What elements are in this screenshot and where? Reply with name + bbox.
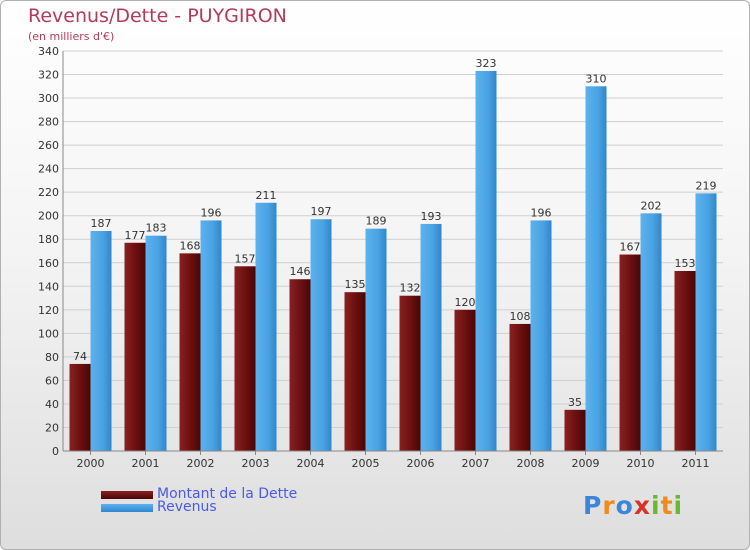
x-tick-label: 2010 xyxy=(627,457,655,470)
data-label-revenus: 310 xyxy=(586,72,607,85)
data-label-revenus: 189 xyxy=(366,215,387,228)
data-label-revenus: 187 xyxy=(91,217,112,230)
data-label-dette: 168 xyxy=(180,239,201,252)
data-label-revenus: 193 xyxy=(421,210,442,223)
bar-dette-2009 xyxy=(564,409,586,451)
x-tick-label: 2003 xyxy=(242,457,270,470)
y-tick-label: 220 xyxy=(38,186,59,199)
y-tick-label: 240 xyxy=(38,163,59,176)
legend-label-revenus: Revenus xyxy=(157,499,217,515)
data-label-revenus: 197 xyxy=(311,205,332,218)
bar-dette-2008 xyxy=(509,323,531,451)
bar-revenus-2003 xyxy=(255,202,277,451)
y-tick-label: 20 xyxy=(45,421,59,434)
y-tick-label: 40 xyxy=(45,398,59,411)
y-tick-label: 280 xyxy=(38,116,59,129)
data-label-dette: 132 xyxy=(400,282,421,295)
data-label-dette: 108 xyxy=(510,310,531,323)
x-tick-label: 2001 xyxy=(132,457,160,470)
bar-revenus-2007 xyxy=(475,71,497,451)
y-tick-label: 120 xyxy=(38,304,59,317)
legend-swatch-dette xyxy=(101,491,153,499)
y-tick-label: 200 xyxy=(38,210,59,223)
y-tick-label: 320 xyxy=(38,69,59,82)
x-tick-label: 2005 xyxy=(352,457,380,470)
y-tick-label: 300 xyxy=(38,92,59,105)
bar-dette-2006 xyxy=(399,295,421,451)
bar-dette-2002 xyxy=(179,253,201,451)
x-tick-label: 2009 xyxy=(572,457,600,470)
chart-subtitle: (en milliers d'€) xyxy=(28,30,115,43)
y-tick-label: 0 xyxy=(52,445,59,458)
data-label-revenus: 323 xyxy=(476,57,497,70)
data-label-dette: 157 xyxy=(235,252,256,265)
data-label-dette: 146 xyxy=(290,265,311,278)
bar-revenus-2000 xyxy=(90,231,112,451)
bar-revenus-2006 xyxy=(420,223,442,451)
data-label-revenus: 211 xyxy=(256,189,277,202)
bar-dette-2001 xyxy=(124,242,146,451)
bar-dette-2004 xyxy=(289,279,311,451)
bar-revenus-2008 xyxy=(530,220,552,451)
y-tick-label: 180 xyxy=(38,233,59,246)
data-label-dette: 120 xyxy=(455,296,476,309)
bar-revenus-2002 xyxy=(200,220,222,451)
bar-revenus-2011 xyxy=(695,193,717,451)
y-tick-label: 340 xyxy=(38,45,59,58)
y-tick-label: 260 xyxy=(38,139,59,152)
bar-dette-2003 xyxy=(234,266,256,451)
x-tick-label: 2000 xyxy=(77,457,105,470)
x-tick-label: 2002 xyxy=(187,457,215,470)
chart-title: Revenus/Dette - PUYGIRON xyxy=(28,5,287,27)
data-label-revenus: 202 xyxy=(641,199,662,212)
data-label-revenus: 183 xyxy=(146,222,167,235)
bar-dette-2007 xyxy=(454,309,476,451)
bar-dette-2005 xyxy=(344,292,366,451)
data-label-dette: 35 xyxy=(568,396,582,409)
bar-revenus-2010 xyxy=(640,213,662,451)
x-tick-label: 2011 xyxy=(682,457,710,470)
data-label-dette: 135 xyxy=(345,278,366,291)
y-tick-label: 140 xyxy=(38,280,59,293)
y-tick-label: 160 xyxy=(38,257,59,270)
bar-revenus-2004 xyxy=(310,219,332,451)
bar-dette-2010 xyxy=(619,254,641,451)
bar-revenus-2001 xyxy=(145,235,167,451)
data-label-dette: 167 xyxy=(620,241,641,254)
bar-dette-2000 xyxy=(69,363,91,451)
data-label-dette: 153 xyxy=(675,257,696,270)
legend-label-dette: Montant de la Dette xyxy=(157,486,298,502)
x-tick-label: 2004 xyxy=(297,457,325,470)
x-tick-label: 2007 xyxy=(462,457,490,470)
data-label-dette: 177 xyxy=(125,229,146,242)
x-tick-label: 2006 xyxy=(407,457,435,470)
x-tick-label: 2008 xyxy=(517,457,545,470)
data-label-revenus: 196 xyxy=(531,206,552,219)
y-tick-label: 60 xyxy=(45,374,59,387)
y-tick-label: 100 xyxy=(38,327,59,340)
legend-swatch-revenus xyxy=(101,504,153,512)
proxiti-logo: Proxiti xyxy=(583,491,684,520)
bar-revenus-2005 xyxy=(365,228,387,451)
data-label-dette: 74 xyxy=(73,350,87,363)
data-label-revenus: 219 xyxy=(696,179,717,192)
bar-revenus-2009 xyxy=(585,86,607,451)
bar-dette-2011 xyxy=(674,271,696,451)
y-tick-label: 80 xyxy=(45,351,59,364)
data-label-revenus: 196 xyxy=(201,206,222,219)
